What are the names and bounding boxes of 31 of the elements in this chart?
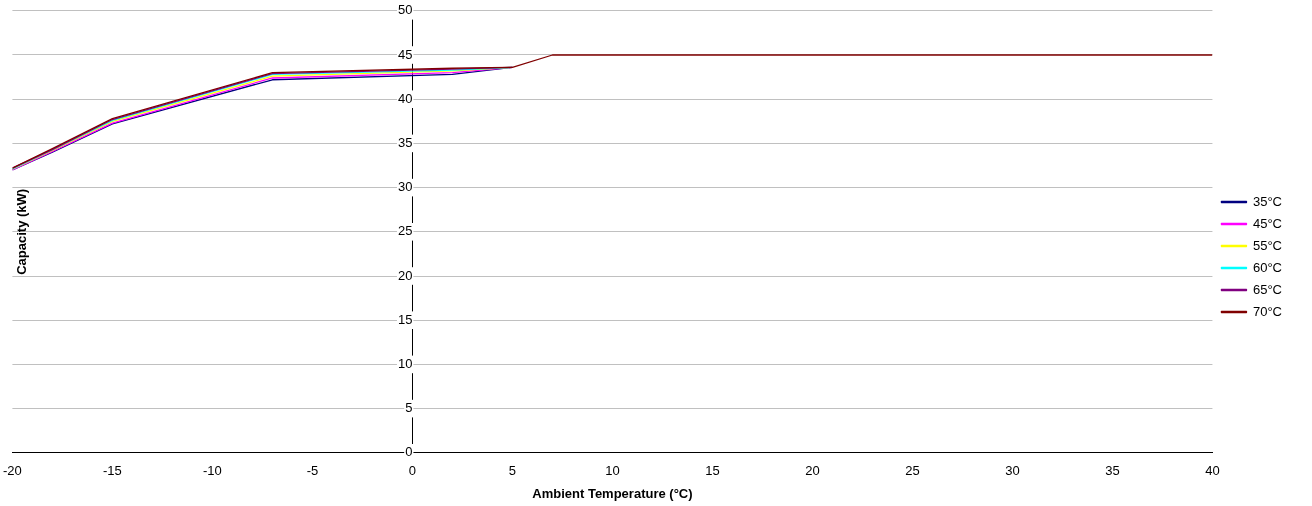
x-tick-label: 5	[508, 463, 517, 479]
y-tick-label: 20	[397, 267, 413, 283]
y-tick-label: 30	[397, 179, 413, 195]
x-tick-label: 25	[905, 463, 920, 479]
x-tick-label: 10	[605, 463, 620, 479]
x-tick-label: 30	[1005, 463, 1020, 479]
y-tick-label: 25	[397, 223, 413, 239]
x-tick-label: -5	[306, 463, 319, 479]
y-tick-label: 0	[405, 444, 413, 460]
y-tick-label: 10	[397, 355, 413, 371]
legend-label: 55°C	[1252, 237, 1282, 253]
y-tick-label: 45	[397, 46, 413, 62]
x-axis-title: Ambient Temperature (°C)	[532, 485, 693, 501]
legend-label: 35°C	[1252, 193, 1282, 209]
y-axis-title: Capacity (kW)	[13, 188, 29, 275]
y-tick-label: 35	[397, 134, 413, 150]
x-tick-label: 20	[805, 463, 820, 479]
x-tick-label: -10	[203, 463, 222, 479]
x-tick-label: 40	[1205, 463, 1220, 479]
y-tick-label: 5	[405, 400, 413, 416]
x-tick-label: -20	[3, 463, 22, 479]
legend-label: 60°C	[1252, 259, 1282, 275]
x-tick-label: 15	[705, 463, 720, 479]
x-tick-label: 35	[1105, 463, 1120, 479]
legend-label: 45°C	[1252, 215, 1282, 231]
x-tick-label: -15	[103, 463, 122, 479]
legend-label: 70°C	[1252, 303, 1282, 319]
y-tick-label: 40	[397, 90, 413, 106]
y-tick-label: 15	[397, 311, 413, 327]
legend-label: 65°C	[1252, 281, 1282, 297]
y-tick-label: 50	[397, 2, 413, 18]
